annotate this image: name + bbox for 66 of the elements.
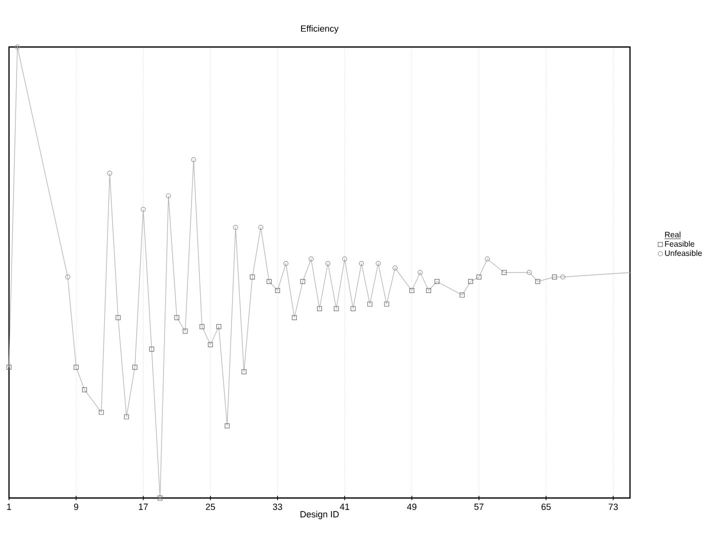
x-tick-label: 25 [206,504,216,510]
point [258,224,264,230]
x-tick-label: 65 [542,504,551,510]
point [116,315,121,320]
point [200,324,205,330]
point [65,274,70,280]
point [535,279,540,284]
point [241,369,246,374]
point [342,256,348,262]
point [6,364,12,370]
x-tick-label: 49 [407,504,416,510]
point [418,270,423,275]
point [384,302,390,307]
point [233,224,238,230]
x-tick-label: 1 [7,504,12,510]
point [82,387,88,392]
point [376,260,381,266]
point [476,274,482,280]
point [149,346,154,352]
point [367,302,372,307]
point [468,279,474,284]
point [14,44,20,50]
x-tick-label: 41 [340,504,350,510]
x-tick-label: 33 [272,504,282,510]
x-tick-label: 9 [74,504,78,510]
point [434,279,440,284]
point [350,306,356,312]
point [266,279,272,284]
x-tick-label: 57 [474,504,484,510]
point [124,414,129,420]
point [409,288,414,294]
point [325,260,330,266]
x-tick-label: 17 [138,504,148,510]
point [74,364,79,370]
point [275,288,280,294]
x-axis-title: Design ID [300,510,339,520]
point [166,193,171,198]
point [502,270,507,275]
point [292,315,297,320]
point [308,256,314,262]
point [484,256,490,262]
point [216,324,222,330]
point [98,410,104,415]
point [334,306,339,312]
point [208,342,213,348]
chart-title: Efficiency [301,25,339,34]
point [392,265,398,270]
point [552,274,557,280]
point [107,170,112,176]
point [460,292,465,298]
x-tick-label: 73 [608,504,618,510]
point [174,315,180,320]
point [317,306,322,312]
point [140,206,146,212]
point [283,260,288,266]
point [560,274,566,280]
point [250,274,255,280]
point [358,260,364,266]
point [182,328,188,334]
point [224,423,230,428]
point [191,157,196,162]
point [158,496,163,500]
point [426,288,432,294]
point [132,364,138,370]
point [300,279,306,284]
point [526,270,532,275]
